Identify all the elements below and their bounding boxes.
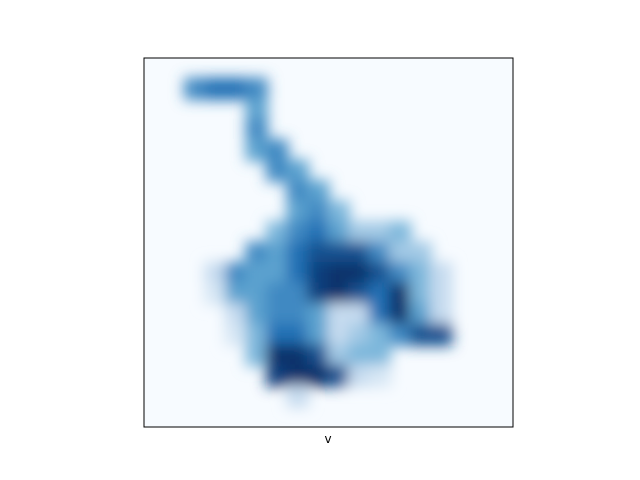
heatmap-cell [286,303,309,326]
heatmap-cell [286,323,309,346]
heatmap-cell [348,221,371,244]
heatmap-cell [266,344,289,367]
heatmap-cell [245,98,268,121]
heatmap-cell [409,282,432,305]
heatmap-cell [348,303,371,326]
heatmap-cell [307,303,330,326]
heatmap-cell [286,200,309,223]
plot-frame [143,57,514,428]
heatmap-cell [327,241,350,264]
heatmap-cell [348,282,371,305]
heatmap-cell [286,159,309,182]
heatmap-cell [266,159,289,182]
heatmap-cell [368,323,391,346]
heatmap-cell [286,344,309,367]
heatmap-cell [245,262,268,285]
heatmap-cell [204,282,227,305]
heatmap-cell [389,323,412,346]
heatmap-cell [266,282,289,305]
heatmap-cell [184,77,207,100]
heatmap-cell [348,262,371,285]
heatmap-cell [368,262,391,285]
heatmap-cell [286,385,309,408]
heatmap-cell [307,282,330,305]
heatmap-cell [430,282,453,305]
heatmap-cell [430,262,453,285]
heatmap-cell [245,303,268,326]
heatmap-cell [286,262,309,285]
heatmap-cell [389,303,412,326]
heatmap-cell [409,303,432,326]
heatmap-cell [368,303,391,326]
heatmap-cell [286,180,309,203]
heatmap-cell [389,262,412,285]
heatmap-cell [204,77,227,100]
heatmap-cell [409,241,432,264]
heatmap-cell [307,180,330,203]
heatmap-cell [327,323,350,346]
heatmap-cell [348,364,371,387]
heatmap-cell [266,139,289,162]
heatmap-cell [307,221,330,244]
heatmap-cell [245,282,268,305]
heatmap-cell [389,241,412,264]
heatmap-cell [245,344,268,367]
heatmap-cell [245,77,268,100]
heatmap-cell [266,262,289,285]
heatmap-cell [368,221,391,244]
heatmap-cell [327,344,350,367]
heatmap-cell [307,364,330,387]
heatmap-cell [266,241,289,264]
heatmap-cells [184,77,453,408]
heatmap-cell [430,303,453,326]
heatmap-cell [348,344,371,367]
heatmap-cell [389,282,412,305]
heatmap-cell [204,262,227,285]
heatmap-cell [286,282,309,305]
heatmap-cell [307,262,330,285]
heatmap-cell [368,364,391,387]
heatmap-cell [348,241,371,264]
heatmap-cell [327,221,350,244]
heatmap-cell [266,303,289,326]
heatmap-layer [184,77,453,408]
heatmap-cell [327,262,350,285]
heatmap-cell [225,262,248,285]
heatmap-cell [225,282,248,305]
heatmap-cell [245,118,268,141]
heatmap-cell [430,323,453,346]
heatmap-cell [327,303,350,326]
heatmap-cell [286,364,309,387]
heatmap-cell [225,303,248,326]
heatmap-cell [409,262,432,285]
heatmap-cell [266,323,289,346]
heatmap-cell [225,323,248,346]
heatmap-cell [409,323,432,346]
heatmap-cell [327,282,350,305]
heatmap-cell [266,364,289,387]
heatmap-cell [348,323,371,346]
heatmap-cell [327,364,350,387]
heatmap-cell [368,282,391,305]
heatmap-cell [368,241,391,264]
heatmap-cell [389,221,412,244]
heatmap-cell [307,241,330,264]
heatmap-cell [307,323,330,346]
x-axis-label: v [324,432,331,446]
heatmap-cell [245,139,268,162]
heatmap-cell [245,241,268,264]
heatmap-cell [266,221,289,244]
heatmap-cell [307,200,330,223]
heatmap-cell [225,77,248,100]
heatmap-cell [286,241,309,264]
heatmap-cell [327,200,350,223]
heatmap-cell [368,344,391,367]
heatmap-cell [307,344,330,367]
heatmap-cell [286,221,309,244]
heatmap-cell [245,323,268,346]
